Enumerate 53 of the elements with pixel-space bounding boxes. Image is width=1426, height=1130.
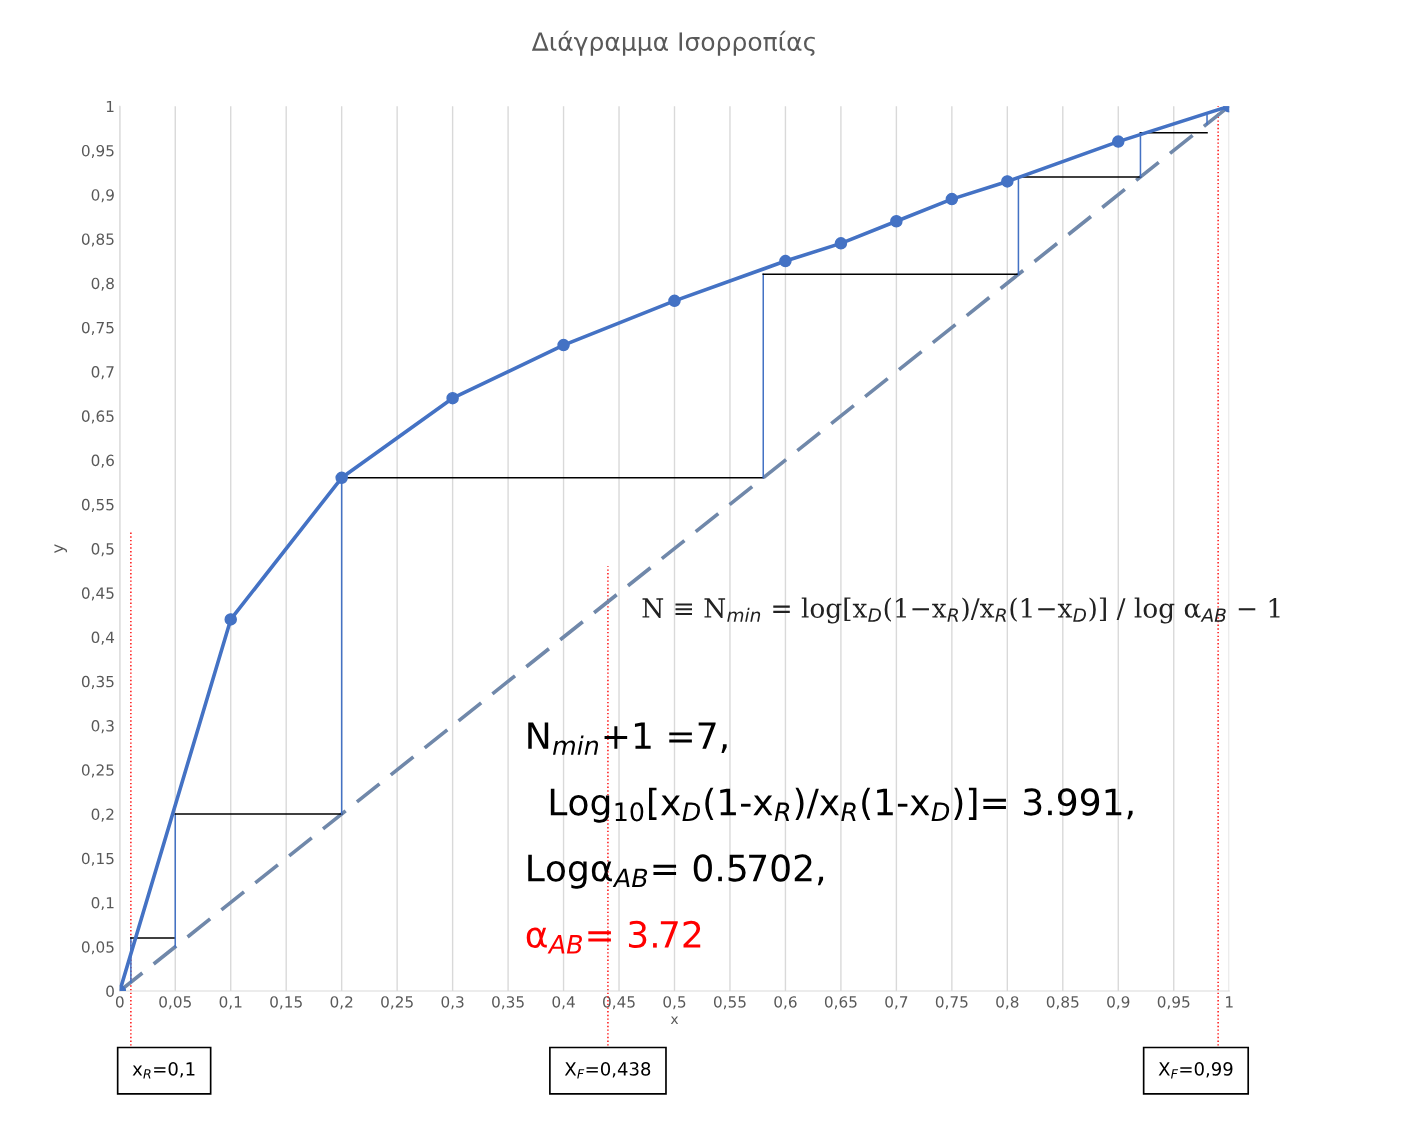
- x-tick-label: 0,15: [270, 996, 302, 1010]
- chart-title: Διάγραμμα Ισορροπίας: [531, 30, 815, 56]
- y-tick-label: 0,45: [81, 587, 114, 601]
- y-tick-label: 0,7: [91, 366, 114, 380]
- y-tick-label: 1: [106, 100, 114, 113]
- annotation: N$_{min}$+1 =7,: [528, 722, 727, 755]
- x-tick-label: 0,3: [441, 996, 464, 1010]
- x-tick-label: 0,5: [663, 996, 686, 1010]
- y-tick-label: 0,2: [91, 808, 114, 822]
- x-tick-label: 0,25: [381, 996, 413, 1010]
- x-tick-label: 0,4: [552, 996, 575, 1010]
- x-tick-label: 0,6: [774, 996, 797, 1010]
- y-tick-label: 0,25: [81, 764, 114, 778]
- y-tick-label: 0,65: [81, 410, 114, 424]
- x-axis-title: x: [670, 1016, 679, 1024]
- y-tick-label: 0,6: [91, 454, 114, 468]
- annotation: α$_{AB}$= 3.72: [526, 920, 701, 954]
- y-tick-label: 0,55: [81, 498, 114, 512]
- text: X$_{F}$=0,438: [564, 1062, 651, 1079]
- text: Log$_{10}$[x$_{D}$(1-x$_{R}$)/x$_{R}$(1-x$_{D}$)]= 3.991,: [550, 787, 1133, 823]
- x-tick-label: 0,75: [935, 996, 968, 1010]
- text: X$_{F}$=0,99: [1158, 1062, 1233, 1079]
- y-tick-label: 0,1: [91, 897, 114, 911]
- text: x$_{R}$=0,1: [132, 1062, 195, 1079]
- y-tick-label: 0,8: [91, 277, 114, 291]
- x-tick-label: 0,45: [603, 996, 635, 1010]
- x-tick-label: 0,35: [492, 996, 524, 1010]
- x-tick-label: 0,65: [824, 996, 857, 1010]
- x-tick-label: 0,8: [996, 996, 1019, 1010]
- y-tick-label: 0,85: [81, 233, 114, 247]
- x-tick-label: 0,2: [330, 996, 353, 1010]
- y-tick-label: 0,9: [91, 189, 114, 203]
- y-tick-label: 0,4: [91, 631, 115, 645]
- x-tick-label: 0,05: [159, 996, 191, 1010]
- y-tick-label: 0,5: [91, 543, 114, 557]
- x-tick-label: 0,55: [713, 996, 746, 1010]
- x-tick-label: 0,85: [1046, 996, 1079, 1010]
- y-tick-label: 0,3: [91, 720, 114, 734]
- y-tick-label: 0,75: [81, 321, 114, 335]
- annotation: Logα$_{AB}$= 0.5702,: [528, 854, 824, 889]
- y-tick-label: 0,95: [81, 144, 114, 159]
- y-tick-label: 0: [106, 985, 114, 998]
- x-tick-label: 1: [1226, 996, 1233, 1008]
- y-tick-label: 0,35: [81, 675, 114, 689]
- y-tick-label: 0,15: [81, 852, 114, 866]
- x-tick-label: 0,9: [1107, 996, 1130, 1010]
- x-tick-label: 0: [115, 996, 124, 1008]
- x-tick-label: 0,1: [219, 996, 242, 1010]
- x-tick-label: 0,7: [885, 996, 908, 1010]
- text: N ≡ N$_{min}$ = log[x$_{D}$(1−x$_{R}$)/x$_{R}$(1−x$_{D}$)] / log α$_{AB}$ − 1: [642, 597, 1280, 624]
- y-axis-title: y: [54, 544, 68, 554]
- y-tick-label: 0,05: [81, 941, 114, 955]
- x-tick-label: 0,95: [1157, 996, 1190, 1010]
